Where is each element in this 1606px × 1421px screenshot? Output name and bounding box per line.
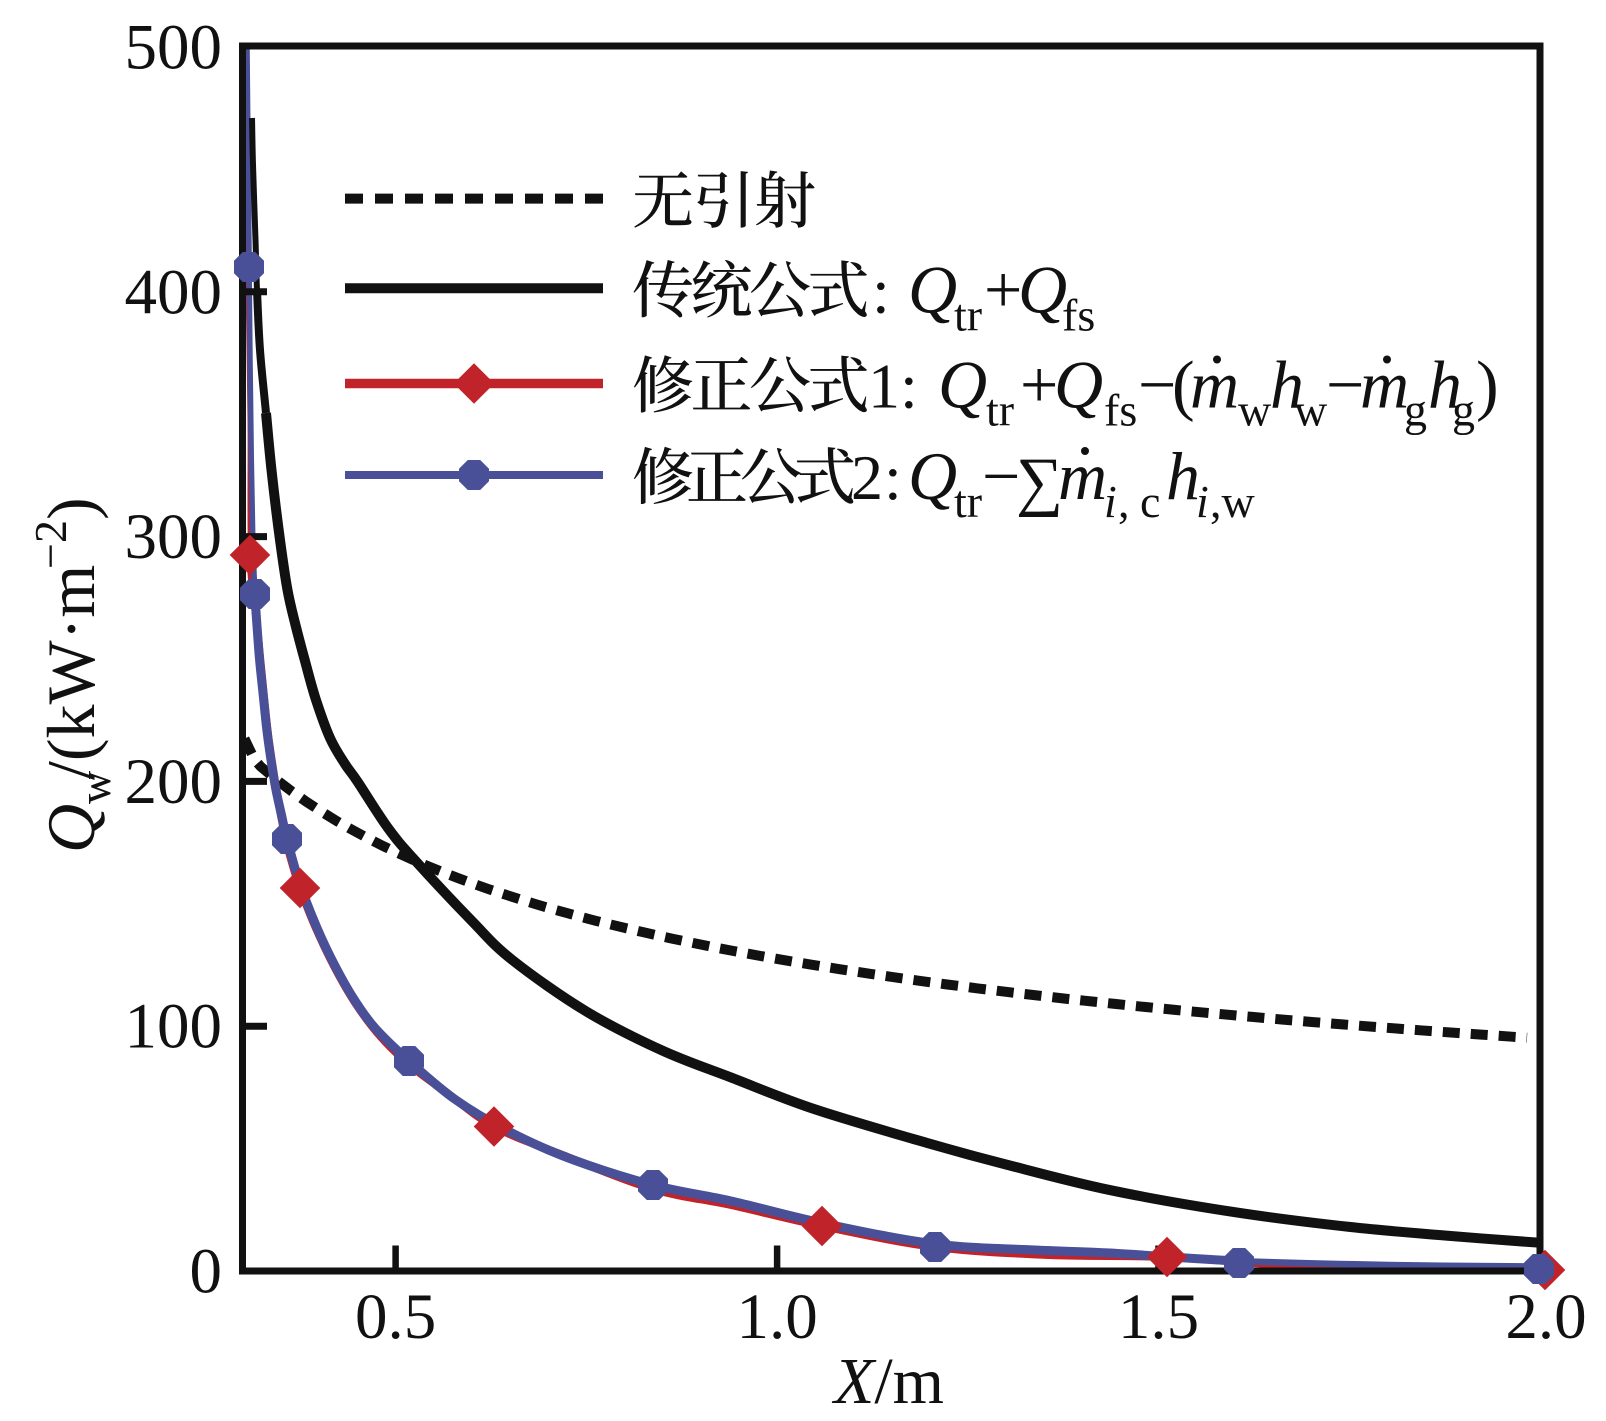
svg-text:(: ( — [1172, 347, 1195, 423]
svg-text:h: h — [1428, 347, 1462, 423]
svg-text:i: i — [1104, 476, 1117, 527]
svg-text:fs: fs — [1104, 385, 1137, 436]
svg-text:X/m: X/m — [831, 1345, 944, 1416]
svg-text:tr: tr — [954, 476, 982, 527]
svg-text:h: h — [1166, 438, 1200, 514]
svg-text:1.5: 1.5 — [1118, 1281, 1199, 1353]
svg-text:tr: tr — [954, 289, 982, 340]
svg-text::: : — [872, 255, 890, 326]
svg-text:w: w — [69, 770, 120, 804]
svg-text:Q: Q — [908, 438, 957, 514]
svg-text:−: − — [1138, 347, 1176, 423]
svg-text:0: 0 — [190, 1236, 223, 1308]
svg-text:300: 300 — [125, 501, 223, 573]
svg-text:−: − — [1326, 347, 1364, 423]
svg-text:500: 500 — [125, 12, 223, 84]
svg-text:i: i — [1196, 476, 1209, 527]
svg-text:,w: ,w — [1210, 476, 1256, 527]
svg-text::: : — [884, 442, 902, 513]
svg-text:∑: ∑ — [1016, 445, 1063, 518]
svg-text:+: + — [984, 251, 1022, 327]
svg-text:1.0: 1.0 — [736, 1281, 817, 1353]
svg-text:Q: Q — [33, 804, 109, 853]
svg-text:fs: fs — [1062, 289, 1095, 340]
svg-text:Q: Q — [908, 251, 957, 327]
svg-text:200: 200 — [125, 746, 223, 818]
svg-text:400: 400 — [125, 256, 223, 328]
svg-text:w: w — [1238, 385, 1272, 436]
svg-text:−2: −2 — [25, 520, 76, 569]
svg-text:Q: Q — [1054, 347, 1103, 423]
svg-text:2: 2 — [851, 442, 883, 513]
svg-text:0.5: 0.5 — [355, 1281, 436, 1353]
svg-text:): ) — [33, 497, 109, 520]
svg-text:+: + — [1020, 347, 1058, 423]
svg-text:2.0: 2.0 — [1505, 1281, 1586, 1353]
svg-text:g: g — [1404, 385, 1427, 436]
svg-text:c: c — [1140, 476, 1160, 527]
svg-text:,: , — [1118, 476, 1130, 527]
svg-text:−: − — [982, 438, 1020, 514]
svg-text:h: h — [1270, 347, 1304, 423]
svg-text:Q: Q — [938, 347, 987, 423]
svg-text:): ) — [1476, 347, 1499, 423]
svg-text:100: 100 — [125, 991, 223, 1063]
svg-text:Q: Q — [1018, 251, 1067, 327]
svg-text:/(kW·m: /(kW·m — [33, 565, 109, 780]
svg-text:g: g — [1452, 385, 1475, 436]
svg-text:1:: 1: — [868, 351, 918, 422]
svg-text:tr: tr — [986, 385, 1014, 436]
svg-text:w: w — [1294, 385, 1328, 436]
